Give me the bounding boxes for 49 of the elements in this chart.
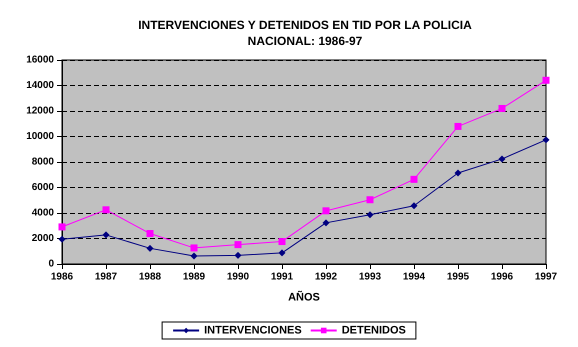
point xyxy=(146,230,154,238)
point xyxy=(498,155,506,162)
x-tick-label: 1987 xyxy=(94,272,118,282)
x-tick-label: 1994 xyxy=(402,272,426,282)
point xyxy=(190,244,198,252)
chart-title: INTERVENCIONES Y DETENIDOS EN TID POR LA POLICIA NACIONAL: 1986-97 xyxy=(138,18,472,48)
point xyxy=(542,76,550,84)
point xyxy=(498,104,506,112)
point xyxy=(410,202,418,210)
point xyxy=(234,241,242,248)
point xyxy=(102,231,110,238)
point xyxy=(146,244,154,252)
point xyxy=(322,219,330,226)
point xyxy=(278,238,286,246)
x-tick-label: 1990 xyxy=(226,272,250,282)
point xyxy=(58,223,66,230)
x-tick-label: 1988 xyxy=(138,272,162,282)
y-tick-label: 14000 xyxy=(26,80,54,91)
y-tick-label: 8000 xyxy=(32,156,54,168)
x-tick-label: 1986 xyxy=(50,272,74,282)
point xyxy=(366,196,374,204)
y-tick-label: 4000 xyxy=(32,208,54,218)
point xyxy=(542,136,550,144)
x-tick-label: 1991 xyxy=(270,272,294,282)
point xyxy=(102,206,110,214)
legend-label: DETENIDOS xyxy=(342,324,406,336)
point xyxy=(454,122,462,130)
x-tick-label: 1989 xyxy=(182,272,206,282)
y-tick-label: 12000 xyxy=(26,106,54,116)
x-tick-label: 1995 xyxy=(446,272,470,282)
point xyxy=(410,176,418,183)
y-tick-label: 6000 xyxy=(32,182,54,193)
point xyxy=(58,236,66,243)
x-tick-label: 1992 xyxy=(314,272,338,282)
point xyxy=(278,249,286,256)
x-axis-title: AÑOS xyxy=(288,290,320,304)
x-tick-label: 1993 xyxy=(358,272,382,282)
x-tick-label: 1997 xyxy=(534,272,558,282)
x-tick-label: 1996 xyxy=(490,272,514,282)
point xyxy=(322,207,330,214)
y-tick-label: 10000 xyxy=(26,131,54,142)
point xyxy=(454,169,462,176)
point xyxy=(234,252,242,259)
legend-label: INTERVENCIONES xyxy=(204,324,302,336)
point xyxy=(366,211,374,218)
y-tick-label: 16000 xyxy=(26,54,54,66)
point xyxy=(190,252,198,260)
y-tick-label: 2000 xyxy=(32,233,54,244)
y-tick-label: 0 xyxy=(48,258,54,270)
